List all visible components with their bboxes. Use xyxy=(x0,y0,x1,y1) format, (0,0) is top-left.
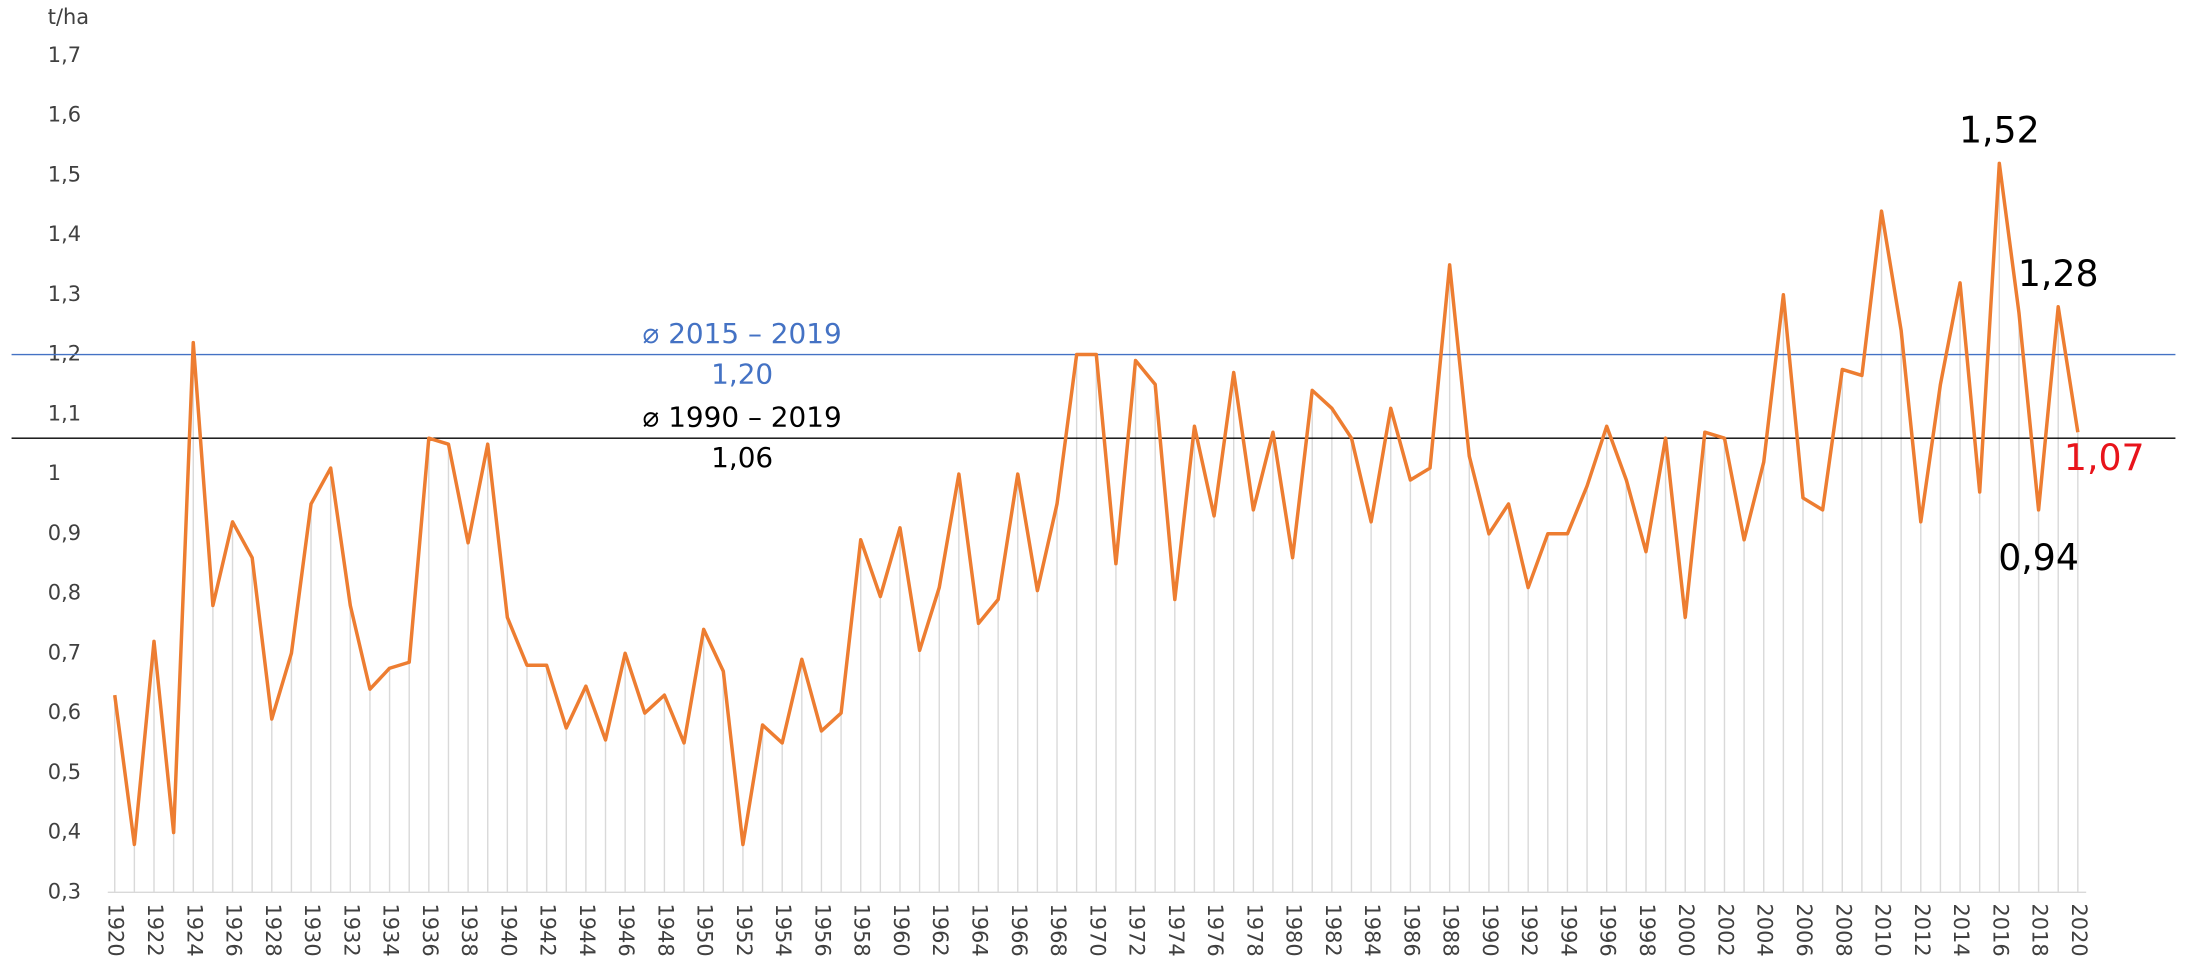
x-tick-label: 1932 xyxy=(339,903,363,956)
x-tick-label: 1984 xyxy=(1360,903,1384,956)
reference-label: 1,20 xyxy=(711,357,773,390)
y-tick-label: 1,5 xyxy=(48,162,81,186)
y-tick-label: 0,3 xyxy=(48,879,81,903)
x-tick-label: 1924 xyxy=(182,903,206,956)
x-tick-label: 1968 xyxy=(1046,903,1070,956)
data-label: 1,28 xyxy=(2018,252,2099,295)
x-tick-label: 1942 xyxy=(536,903,560,956)
x-tick-label: 1972 xyxy=(1125,903,1149,956)
x-tick-label: 1966 xyxy=(1007,903,1031,956)
x-tick-label: 1926 xyxy=(222,903,246,956)
x-tick-label: 1990 xyxy=(1478,903,1502,956)
x-tick-label: 1964 xyxy=(968,903,992,956)
reference-label: 1,06 xyxy=(711,441,773,474)
x-tick-label: 1944 xyxy=(575,903,599,956)
x-tick-label: 2004 xyxy=(1753,903,1777,956)
reference-name: ⌀ 2015 – 2019 xyxy=(643,317,842,350)
x-tick-label: 2016 xyxy=(1988,903,2012,956)
x-tick-label: 2002 xyxy=(1713,903,1737,956)
data-line xyxy=(113,161,2080,847)
x-tick-label: 1946 xyxy=(614,903,638,956)
x-tick-label: 1960 xyxy=(889,903,913,956)
x-tick-label: 2008 xyxy=(1831,903,1855,956)
y-tick-label: 1 xyxy=(48,461,61,485)
x-tick-label: 1970 xyxy=(1085,903,1109,956)
x-tick-label: 1980 xyxy=(1282,903,1306,956)
x-tick-label: 1978 xyxy=(1242,903,1266,956)
x-tick-label: 2012 xyxy=(1910,903,1934,956)
y-tick-label: 1,6 xyxy=(48,103,81,127)
x-tick-label: 1948 xyxy=(653,903,677,956)
x-tick-label: 1928 xyxy=(261,903,285,956)
data-label: 1,52 xyxy=(1959,109,2040,152)
x-tick-label: 1986 xyxy=(1399,903,1423,956)
x-tick-label: 1974 xyxy=(1164,903,1188,956)
y-tick-label: 0,9 xyxy=(48,521,81,545)
x-tick-label: 2020 xyxy=(2067,903,2091,956)
y-tick-label: 1,2 xyxy=(48,342,81,366)
x-tick-label: 1992 xyxy=(1517,903,1541,956)
x-tick-label: 1976 xyxy=(1203,903,1227,956)
x-tick-label: 1994 xyxy=(1556,903,1580,956)
x-tick-label: 1988 xyxy=(1439,903,1463,956)
x-tick-label: 1956 xyxy=(810,903,834,956)
y-tick-label: 1,1 xyxy=(48,401,81,425)
y-tick-label: 1,7 xyxy=(48,43,81,67)
x-tick-label: 1996 xyxy=(1596,903,1620,956)
x-tick-label: 2006 xyxy=(1792,903,1816,956)
x-tick-label: 1940 xyxy=(496,903,520,956)
x-tick-label: 1954 xyxy=(771,903,795,956)
y-tick-label: 1,3 xyxy=(48,282,81,306)
x-tick-label: 2010 xyxy=(1871,903,1895,956)
x-tick-label: 1936 xyxy=(418,903,442,956)
x-tick-label: 1938 xyxy=(457,903,481,956)
x-tick-label: 2000 xyxy=(1674,903,1698,956)
y-tick-label: 0,5 xyxy=(48,760,81,784)
x-tick-label: 1982 xyxy=(1321,903,1345,956)
x-tick-label: 1922 xyxy=(143,903,167,956)
y-tick-label: 0,7 xyxy=(48,640,81,664)
x-tick-label: 1930 xyxy=(300,903,324,956)
x-tick-label: 1920 xyxy=(104,903,128,956)
y-tick-label: 0,6 xyxy=(48,700,81,724)
y-tick-label: 1,4 xyxy=(48,222,81,246)
data-label: 1,07 xyxy=(2064,436,2145,479)
y-tick-label: 0,4 xyxy=(48,820,81,844)
y-tick-label: 0,8 xyxy=(48,581,81,605)
x-tick-label: 1998 xyxy=(1635,903,1659,956)
data-label: 0,94 xyxy=(1998,536,2079,579)
x-tick-label: 1952 xyxy=(732,903,756,956)
y-axis-label: t/ha xyxy=(48,5,89,29)
x-tick-label: 1950 xyxy=(693,903,717,956)
x-tick-label: 2018 xyxy=(2028,903,2052,956)
reference-name: ⌀ 1990 – 2019 xyxy=(643,401,842,434)
x-tick-label: 1958 xyxy=(850,903,874,956)
x-tick-label: 1934 xyxy=(379,903,403,956)
x-tick-label: 1962 xyxy=(928,903,952,956)
x-tick-label: 2014 xyxy=(1949,903,1973,956)
